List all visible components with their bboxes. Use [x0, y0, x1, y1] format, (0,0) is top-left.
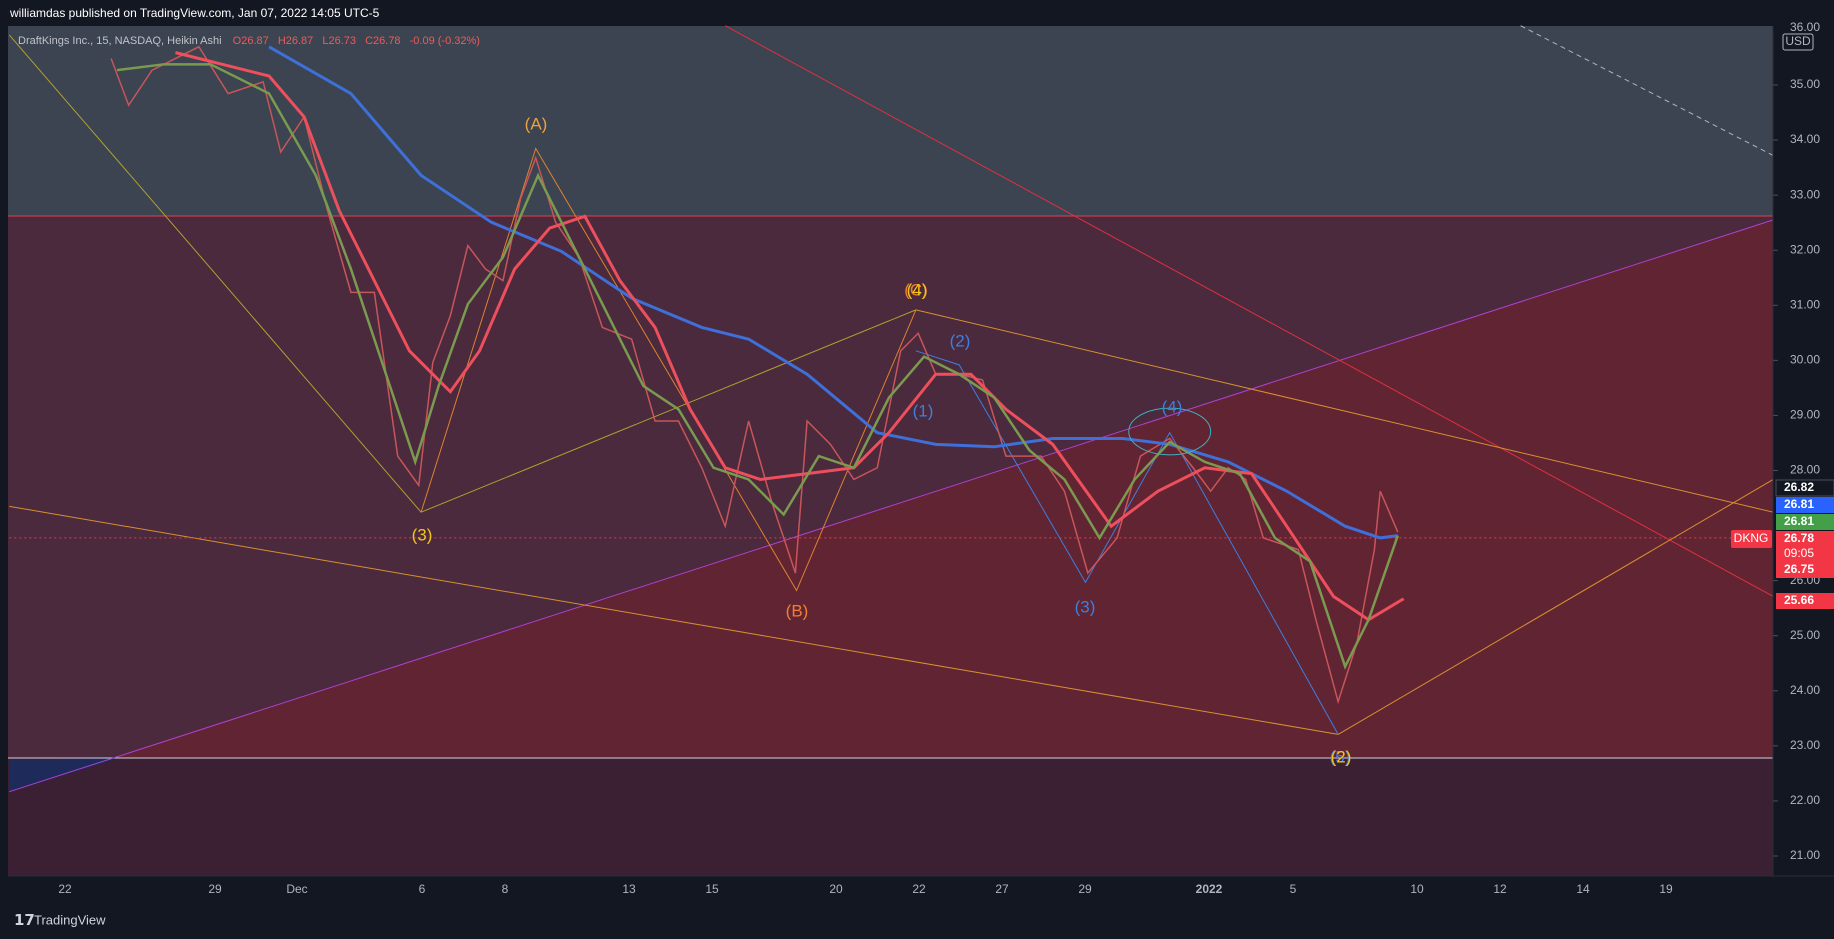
symbol-tag-text: DKNG	[1734, 531, 1769, 545]
price-tag	[1775, 479, 1834, 497]
y-tick-label: 23.00	[1790, 738, 1820, 752]
legend-symbol: DraftKings Inc., 15, NASDAQ, Heikin Ashi	[18, 35, 222, 47]
moving-average	[269, 47, 1398, 538]
x-tick-label: 29	[208, 882, 222, 896]
trend-line	[725, 26, 1773, 597]
wave-label: (2)	[950, 331, 971, 350]
x-tick-label: 12	[1493, 882, 1507, 896]
x-tick-label: 5	[1290, 882, 1297, 896]
legend-high: H26.87	[278, 35, 313, 47]
axis-top-label: 36.00	[1790, 20, 1820, 34]
y-tick-label: 25.00	[1790, 628, 1820, 642]
drawings	[9, 26, 1773, 792]
price-tag	[1776, 514, 1834, 530]
price-tag-label: 26.75	[1784, 562, 1814, 576]
x-tick-label: 2022	[1196, 882, 1223, 896]
legend-change: -0.09 (-0.32%)	[410, 35, 480, 47]
price-tag-label: 26.78	[1784, 531, 1814, 545]
y-tick-label: 30.00	[1790, 353, 1820, 367]
x-tick-label: 22	[58, 882, 72, 896]
wave-label: (4)	[907, 280, 928, 299]
x-tick-label: 20	[829, 882, 843, 896]
logo: 𝟭𝟳	[14, 912, 35, 929]
y-tick-label: 33.00	[1790, 187, 1820, 201]
x-tick-label: 10	[1410, 882, 1424, 896]
symbol-tag	[1731, 530, 1772, 548]
wave-label: (4)	[1162, 397, 1183, 416]
wave-label: (B)	[786, 601, 809, 620]
y-tick-label: 22.00	[1790, 793, 1820, 807]
price-tag-label: 25.66	[1784, 593, 1814, 607]
y-tick-label: 28.00	[1790, 463, 1820, 477]
price-tag	[1776, 593, 1834, 609]
x-tick-label: Dec	[286, 882, 307, 896]
wave-label: (A)	[525, 114, 548, 133]
price-tag-label: 26.81	[1784, 497, 1814, 511]
wave-label: (1)	[913, 401, 934, 420]
x-tick-label: 22	[912, 882, 926, 896]
y-tick-label: 31.00	[1790, 297, 1820, 311]
trend-line	[916, 310, 1773, 512]
x-tick-label: 14	[1576, 882, 1590, 896]
legend-open: O26.87	[233, 35, 269, 47]
legend-close: C26.78	[365, 35, 400, 47]
price-tag-label: 26.82	[1784, 480, 1814, 494]
moving-average	[117, 64, 1398, 666]
x-tick-label: 13	[622, 882, 636, 896]
legend-low: L26.73	[322, 35, 356, 47]
y-tick-label: 21.00	[1790, 848, 1820, 862]
wave-label: (3)	[1075, 597, 1096, 616]
y-tick-label: 34.00	[1790, 132, 1820, 146]
currency: USD	[1785, 34, 1811, 48]
wave-label: (2)	[1331, 747, 1352, 766]
zone	[9, 758, 120, 792]
trend-line	[1521, 26, 1774, 156]
price-tag	[1776, 562, 1834, 578]
legend: DraftKings Inc., 15, NASDAQ, Heikin Ashi…	[18, 35, 480, 47]
price-tag	[1776, 531, 1834, 563]
wave-label: (C)	[904, 280, 928, 299]
x-tick-label: 19	[1659, 882, 1673, 896]
x-tick-label: 27	[995, 882, 1009, 896]
x-tick-label: 8	[502, 882, 509, 896]
zone	[8, 758, 1773, 876]
currency-box	[1782, 33, 1814, 51]
wave-label: (3)	[412, 525, 433, 544]
brand: TradingView	[34, 912, 106, 927]
price-tag	[1776, 497, 1834, 513]
trend-line	[1338, 479, 1773, 734]
x-tick-label: 6	[419, 882, 426, 896]
y-tick-label: 29.00	[1790, 408, 1820, 422]
price-tag-label: 26.81	[1784, 514, 1814, 528]
wave-line	[421, 149, 916, 591]
highlight-ellipse	[1129, 408, 1211, 455]
trend-line	[9, 506, 1338, 734]
x-tick-label: 29	[1078, 882, 1092, 896]
wave-label: (5)	[1330, 747, 1351, 766]
x-tick-label: 15	[705, 882, 719, 896]
price-axis	[1773, 26, 1834, 876]
price-tag-sub: 09:05	[1784, 546, 1814, 560]
moving-average	[175, 53, 1403, 620]
trend-line	[9, 220, 1773, 792]
wave-line	[916, 351, 1338, 735]
y-tick-label: 32.00	[1790, 242, 1820, 256]
y-tick-label: 24.00	[1790, 683, 1820, 697]
y-tick-label: 35.00	[1790, 77, 1820, 91]
header: williamdas published on TradingView.com,…	[9, 6, 380, 20]
